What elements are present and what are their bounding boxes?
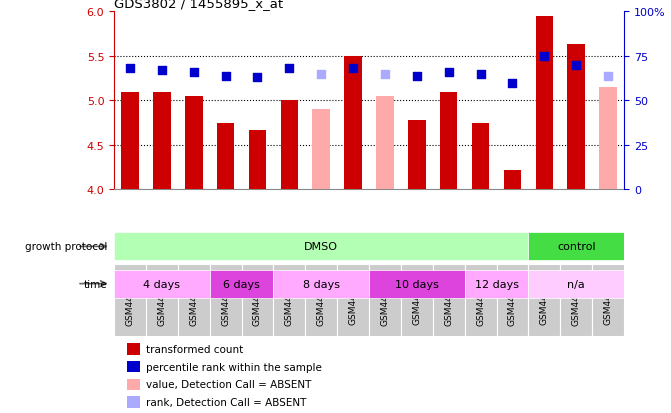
Text: GSM447352: GSM447352	[540, 270, 549, 325]
Bar	[440, 93, 458, 190]
Bar	[433, 264, 465, 337]
Point	[316, 71, 327, 78]
Text: control: control	[557, 242, 596, 252]
Bar	[504, 171, 521, 190]
Text: GSM447353: GSM447353	[572, 270, 580, 325]
Bar	[529, 270, 624, 298]
Text: GSM447358: GSM447358	[221, 270, 230, 325]
Text: 4 days: 4 days	[144, 279, 180, 289]
Point	[411, 73, 422, 80]
Text: value, Detection Call = ABSENT: value, Detection Call = ABSENT	[146, 380, 311, 389]
Bar	[210, 270, 274, 298]
Point	[603, 73, 613, 80]
Text: GSM447360: GSM447360	[285, 270, 294, 325]
Point	[571, 62, 582, 69]
Bar	[472, 123, 489, 190]
Bar	[217, 123, 234, 190]
Text: GSM447356: GSM447356	[158, 270, 166, 325]
Text: n/a: n/a	[568, 279, 585, 289]
Bar	[529, 233, 624, 261]
Point	[507, 80, 518, 87]
Point	[284, 66, 295, 73]
Bar	[592, 264, 624, 337]
Text: percentile rank within the sample: percentile rank within the sample	[146, 362, 322, 372]
Text: GDS3802 / 1455895_x_at: GDS3802 / 1455895_x_at	[114, 0, 283, 10]
Bar	[210, 264, 242, 337]
Bar	[305, 264, 338, 337]
Bar	[344, 57, 362, 190]
Text: 12 days: 12 days	[474, 279, 519, 289]
Text: GSM447361: GSM447361	[317, 270, 325, 325]
Bar	[146, 264, 178, 337]
Text: GSM447366: GSM447366	[476, 270, 485, 325]
Bar	[274, 264, 305, 337]
Point	[189, 69, 199, 76]
Bar	[599, 88, 617, 190]
Text: rank, Detection Call = ABSENT: rank, Detection Call = ABSENT	[146, 397, 307, 407]
Point	[252, 75, 263, 81]
Point	[475, 71, 486, 78]
Point	[156, 68, 167, 74]
Bar	[369, 270, 465, 298]
Bar	[376, 97, 394, 190]
Bar	[114, 264, 146, 337]
Text: GSM447355: GSM447355	[125, 270, 134, 325]
Bar	[408, 121, 425, 190]
Point	[348, 66, 358, 73]
Bar	[401, 264, 433, 337]
Bar	[529, 264, 560, 337]
Point	[380, 71, 391, 78]
Bar	[497, 264, 529, 337]
Text: time: time	[84, 279, 107, 289]
Bar	[274, 270, 369, 298]
Text: 6 days: 6 days	[223, 279, 260, 289]
Text: GSM447363: GSM447363	[380, 270, 389, 325]
Bar	[465, 270, 529, 298]
Text: GSM447364: GSM447364	[413, 270, 421, 325]
Bar	[313, 110, 330, 190]
Bar	[249, 131, 266, 190]
Bar	[242, 264, 274, 337]
Text: 10 days: 10 days	[395, 279, 439, 289]
Bar	[338, 264, 369, 337]
Point	[539, 54, 550, 60]
Bar	[114, 270, 210, 298]
Point	[444, 69, 454, 76]
Bar	[114, 233, 529, 261]
Text: GSM447354: GSM447354	[604, 270, 613, 325]
Text: transformed count: transformed count	[146, 344, 244, 354]
Bar	[535, 17, 553, 190]
Text: DMSO: DMSO	[304, 242, 338, 252]
Bar	[280, 101, 298, 190]
Text: GSM447362: GSM447362	[349, 270, 358, 325]
Bar	[560, 264, 592, 337]
Text: GSM447367: GSM447367	[508, 270, 517, 325]
Bar	[153, 93, 170, 190]
Bar	[465, 264, 497, 337]
Text: GSM447359: GSM447359	[253, 270, 262, 325]
Text: 8 days: 8 days	[303, 279, 340, 289]
Text: GSM447365: GSM447365	[444, 270, 453, 325]
Point	[125, 66, 136, 73]
Bar	[568, 45, 585, 190]
Bar	[185, 97, 203, 190]
Text: growth protocol: growth protocol	[25, 242, 107, 252]
Point	[220, 73, 231, 80]
Text: GSM447357: GSM447357	[189, 270, 198, 325]
Bar	[121, 93, 139, 190]
Bar	[369, 264, 401, 337]
Bar	[178, 264, 210, 337]
